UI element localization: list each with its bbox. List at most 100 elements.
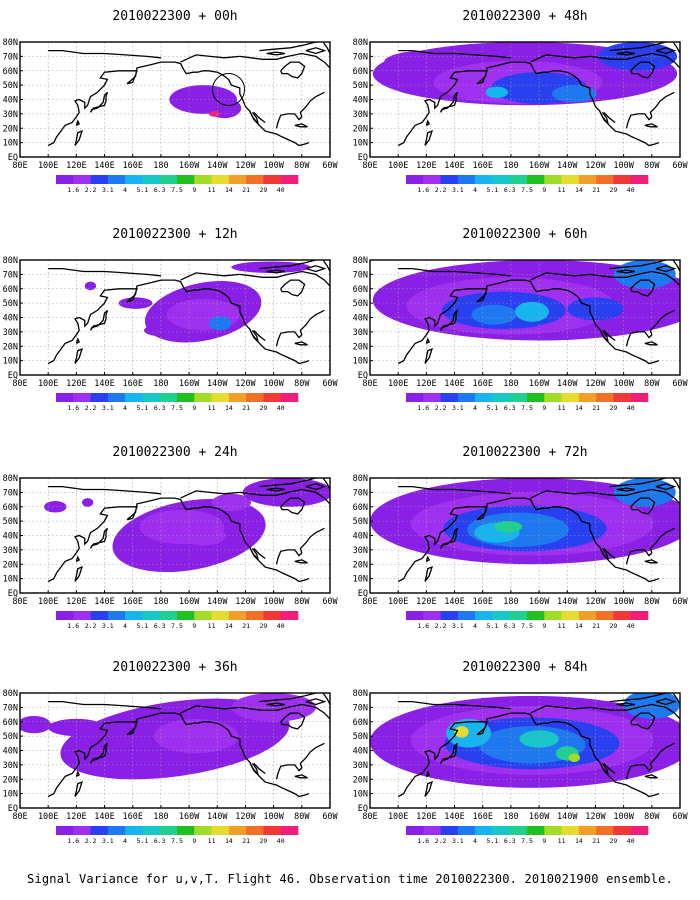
lat-tick-label: EQ	[8, 371, 18, 381]
lat-tick-label: 30N	[3, 546, 18, 556]
colorbar-label: 9	[542, 186, 546, 194]
coastline	[275, 527, 325, 565]
colorbar-swatch	[457, 175, 476, 184]
colorbar-label: 40	[627, 837, 635, 845]
variance-contour	[494, 521, 523, 533]
colorbar-swatch	[90, 611, 109, 620]
lon-tick-label: 140W	[207, 812, 228, 822]
lat-tick-label: 10N	[3, 357, 18, 367]
lon-tick-label: 100E	[388, 597, 408, 607]
variance-contour	[82, 498, 94, 507]
colorbar-label: 4	[473, 404, 477, 412]
lat-tick-label: 60N	[353, 67, 368, 77]
lat-tick-label: 50N	[3, 81, 18, 91]
colorbar-swatch	[492, 826, 511, 835]
colorbar-label: 29	[610, 622, 618, 630]
lon-tick-label: 120E	[66, 812, 86, 822]
colorbar-label: 29	[610, 837, 618, 845]
lat-tick-label: 40N	[3, 314, 18, 324]
colorbar-swatch	[544, 611, 562, 620]
coastline	[644, 123, 658, 128]
lon-tick-label: 80W	[294, 597, 310, 607]
coastline	[305, 265, 327, 273]
lat-tick-label: 10N	[3, 139, 18, 149]
colorbar-label: 2.2	[435, 404, 447, 412]
colorbar-swatch	[509, 393, 528, 402]
coastline	[259, 260, 317, 270]
colorbar-label: 21	[242, 404, 250, 412]
lon-tick-label: 140W	[557, 597, 578, 607]
lon-tick-label: 160W	[179, 161, 200, 171]
colorbar-label: 1.6	[417, 186, 429, 194]
colorbar-swatch	[142, 175, 161, 184]
lon-tick-label: 120E	[66, 379, 86, 389]
variance-contour	[519, 730, 559, 748]
lon-tick-label: 160E	[122, 379, 142, 389]
colorbar-swatch	[492, 611, 511, 620]
colorbar: 1.6 2.2 3.1 4 5.1 6.3 7.5 9 11 14 21 29 40	[56, 393, 299, 412]
colorbar-label: 40	[627, 622, 635, 630]
coastline	[603, 547, 616, 560]
lat-tick-label: 30N	[3, 110, 18, 120]
colorbar-label: 29	[260, 186, 268, 194]
colorbar-label: 11	[208, 837, 216, 845]
lat-tick-label: 50N	[353, 517, 368, 527]
variance-contour	[180, 525, 226, 546]
colorbar-swatch	[596, 611, 614, 620]
coastline	[425, 337, 431, 344]
coastline	[280, 497, 306, 515]
variance-field	[372, 260, 680, 341]
colorbar-label: 5.1	[137, 622, 149, 630]
colorbar-swatch	[475, 175, 493, 184]
lon-tick-label: 120E	[66, 161, 86, 171]
lon-tick-label: 100E	[38, 161, 58, 171]
colorbar-label: 29	[610, 186, 618, 194]
variance-contour	[84, 281, 97, 291]
lon-tick-label: 80E	[362, 379, 377, 389]
colorbar-label: 40	[627, 404, 635, 412]
coastline	[48, 49, 161, 59]
coastline	[672, 693, 680, 705]
colorbar-label: 7.5	[171, 622, 183, 630]
lon-tick-label: 120W	[585, 379, 606, 389]
colorbar-swatch	[56, 611, 74, 620]
colorbar-swatch	[228, 393, 247, 402]
coastline	[259, 42, 317, 52]
colorbar-label: 1.6	[417, 622, 429, 630]
coastline	[89, 742, 109, 764]
colorbar-swatch	[527, 175, 545, 184]
colorbar-swatch	[107, 611, 126, 620]
coastline	[322, 478, 330, 490]
lat-tick-label: 40N	[3, 532, 18, 542]
colorbar-swatch	[211, 393, 230, 402]
lon-tick-label: 80W	[294, 161, 310, 171]
lon-tick-label: 100E	[38, 812, 58, 822]
lat-tick-label: 80N	[3, 689, 18, 699]
colorbar-label: 9	[542, 404, 546, 412]
colorbar-swatch	[457, 393, 476, 402]
colorbar-label: 9	[192, 837, 196, 845]
coastline	[48, 485, 161, 495]
colorbar-swatch	[578, 611, 597, 620]
colorbar-label: 9	[192, 404, 196, 412]
colorbar-label: 21	[592, 622, 600, 630]
colorbar-label: 2.2	[85, 622, 97, 630]
colorbar-label: 4	[123, 404, 127, 412]
colorbar-label: 11	[558, 837, 566, 845]
colorbar-label: 3.1	[452, 837, 464, 845]
coastlines	[47, 478, 330, 583]
lat-tick-label: 40N	[353, 96, 368, 106]
colorbar: 1.6 2.2 3.1 4 5.1 6.3 7.5 9 11 14 21 29 40	[406, 826, 649, 845]
colorbar-label: 40	[627, 186, 635, 194]
colorbar-swatch	[159, 393, 178, 402]
lat-tick-label: EQ	[8, 804, 18, 814]
lon-tick-label: 80E	[12, 812, 27, 822]
lat-tick-label: 60N	[353, 285, 368, 295]
coastline	[249, 110, 259, 125]
coastline	[630, 279, 656, 297]
colorbar-swatch	[527, 611, 545, 620]
colorbar-swatch	[613, 175, 632, 184]
colorbar-swatch	[544, 826, 562, 835]
colorbar-label: 3.1	[102, 622, 114, 630]
lat-tick-label: 50N	[3, 299, 18, 309]
